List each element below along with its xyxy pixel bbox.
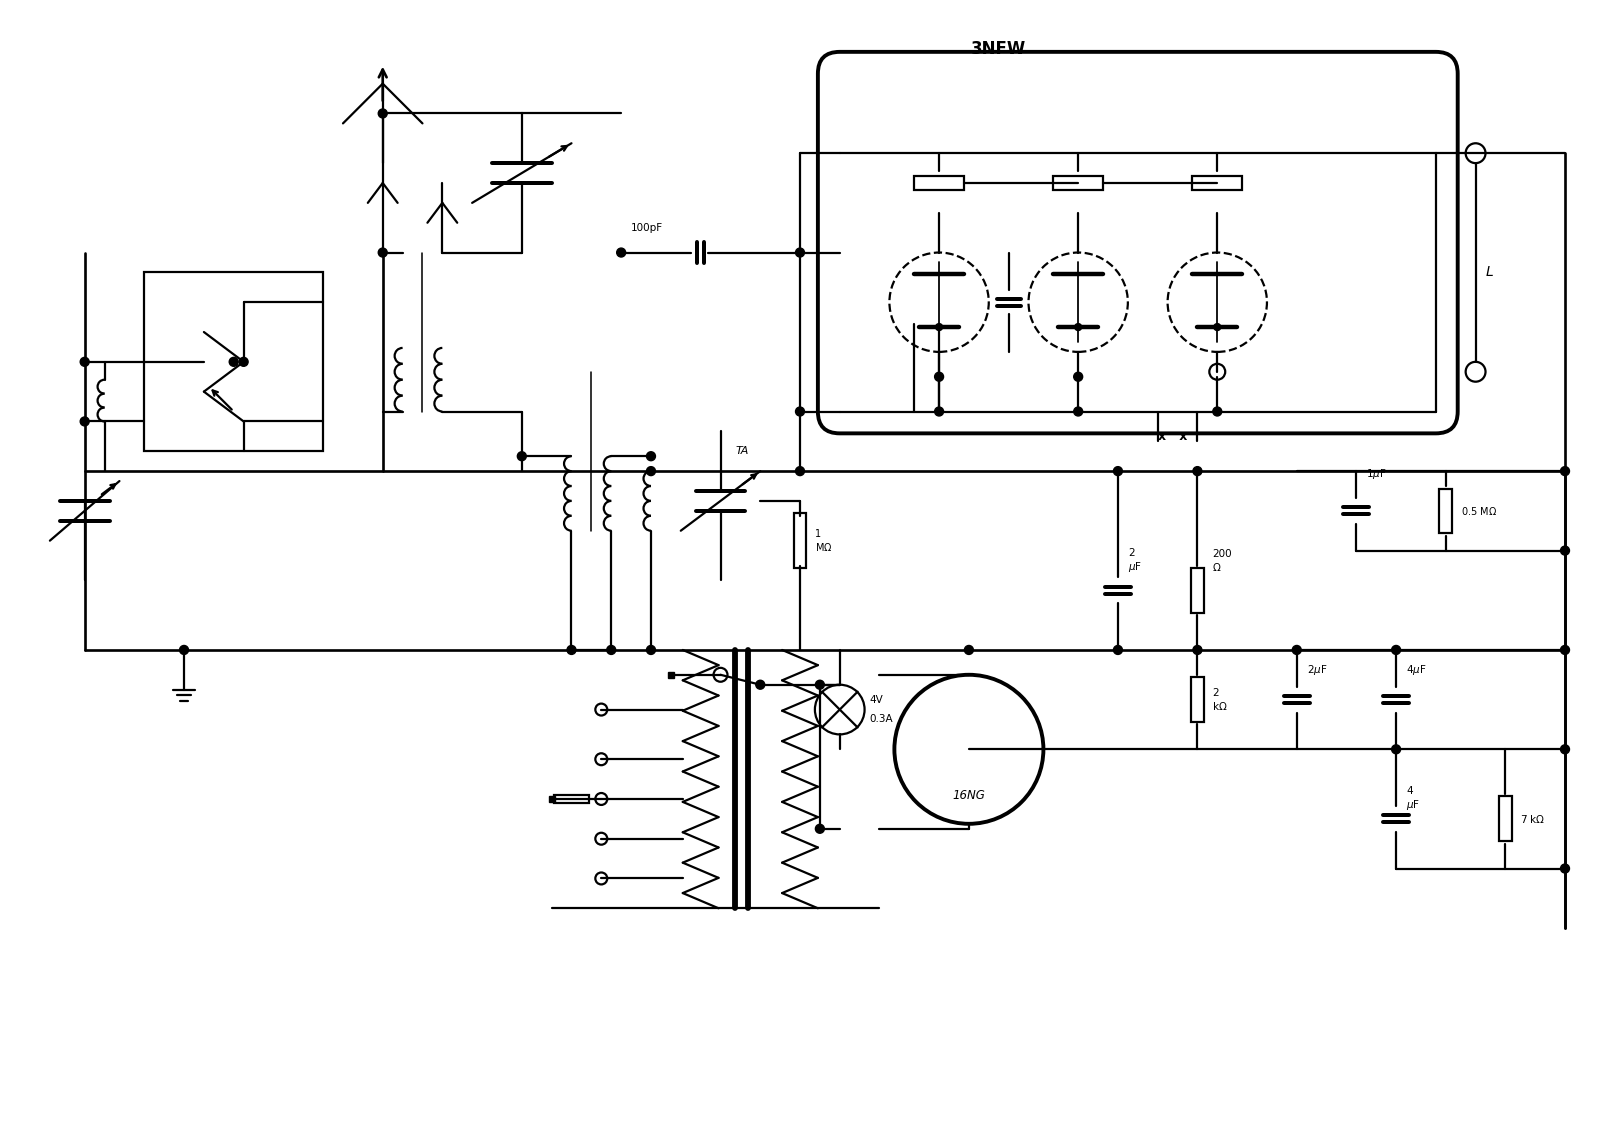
Circle shape: [566, 646, 576, 655]
Bar: [1499, 796, 1512, 841]
Text: x   x: x x: [1158, 430, 1187, 443]
Circle shape: [795, 467, 805, 476]
Circle shape: [1392, 646, 1400, 655]
Text: 2$\mu$F: 2$\mu$F: [1307, 663, 1328, 676]
Text: 1$\mu$F: 1$\mu$F: [1366, 467, 1387, 481]
Bar: [554, 794, 589, 803]
Circle shape: [1213, 407, 1222, 416]
Circle shape: [229, 357, 238, 366]
Circle shape: [934, 407, 944, 416]
Text: 16NG: 16NG: [952, 789, 986, 802]
Bar: [794, 513, 806, 568]
Text: 4$\mu$F: 4$\mu$F: [1406, 663, 1427, 676]
Circle shape: [378, 109, 387, 118]
Text: TA: TA: [736, 447, 749, 456]
Text: 4
$\mu$F: 4 $\mu$F: [1406, 786, 1421, 812]
Circle shape: [1560, 646, 1570, 655]
Circle shape: [616, 248, 626, 257]
Bar: [1440, 489, 1453, 533]
Circle shape: [795, 407, 805, 416]
Circle shape: [238, 357, 248, 366]
Circle shape: [816, 824, 824, 834]
Text: 200
$\Omega$: 200 $\Omega$: [1213, 549, 1232, 572]
Bar: [914, 176, 963, 190]
Text: 2
$\mu$F: 2 $\mu$F: [1128, 547, 1142, 573]
Text: 0.5 M$\Omega$: 0.5 M$\Omega$: [1461, 504, 1496, 517]
Circle shape: [934, 372, 944, 381]
Circle shape: [378, 248, 387, 257]
Text: 2
k$\Omega$: 2 k$\Omega$: [1213, 688, 1227, 711]
Bar: [1190, 677, 1203, 722]
Circle shape: [646, 451, 656, 460]
Circle shape: [517, 451, 526, 460]
Circle shape: [80, 417, 90, 426]
Text: 4V: 4V: [869, 694, 883, 705]
Circle shape: [1560, 864, 1570, 873]
Circle shape: [606, 646, 616, 655]
Circle shape: [1392, 745, 1400, 753]
Circle shape: [1293, 646, 1301, 655]
Circle shape: [1114, 467, 1122, 476]
Circle shape: [795, 248, 805, 257]
Circle shape: [1194, 646, 1202, 655]
Circle shape: [1075, 323, 1082, 330]
Circle shape: [1214, 323, 1221, 330]
Text: 100pF: 100pF: [630, 223, 664, 233]
Circle shape: [179, 646, 189, 655]
Circle shape: [965, 646, 973, 655]
Bar: [1190, 568, 1203, 613]
Text: 1
M$\Omega$: 1 M$\Omega$: [814, 528, 832, 553]
Circle shape: [1560, 467, 1570, 476]
Bar: [144, 273, 323, 451]
Text: 0.3A: 0.3A: [869, 715, 893, 725]
Circle shape: [1114, 646, 1122, 655]
Text: 3NFW: 3NFW: [971, 40, 1026, 58]
Circle shape: [1074, 372, 1083, 381]
Circle shape: [646, 467, 656, 476]
Text: L: L: [1485, 266, 1493, 279]
Text: 7 k$\Omega$: 7 k$\Omega$: [1520, 813, 1546, 824]
Circle shape: [1074, 407, 1083, 416]
Circle shape: [80, 357, 90, 366]
Bar: [1192, 176, 1242, 190]
Circle shape: [755, 680, 765, 689]
Bar: [1053, 176, 1102, 190]
Circle shape: [1560, 546, 1570, 555]
Circle shape: [1560, 745, 1570, 753]
Circle shape: [646, 646, 656, 655]
Circle shape: [936, 323, 942, 330]
Circle shape: [1194, 467, 1202, 476]
Circle shape: [816, 680, 824, 689]
